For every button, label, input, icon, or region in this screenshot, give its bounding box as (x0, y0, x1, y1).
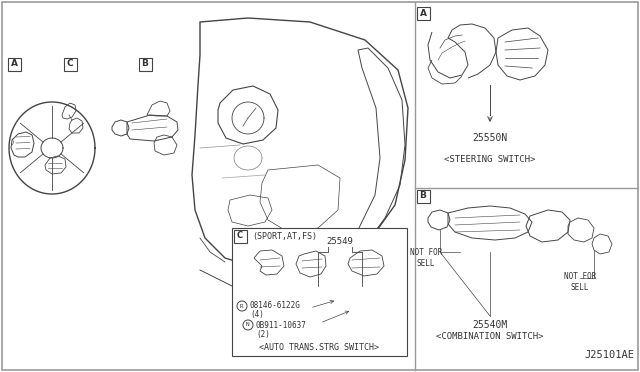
Bar (138, 58, 152, 71)
Text: (SPORT,AT,FS): (SPORT,AT,FS) (252, 231, 317, 241)
Text: A: A (10, 60, 17, 68)
Text: C: C (237, 231, 243, 241)
Text: J25101AE: J25101AE (584, 350, 634, 360)
Text: R: R (240, 304, 244, 308)
Bar (232, 228, 407, 356)
Text: B: B (141, 60, 148, 68)
Text: <AUTO TRANS.STRG SWITCH>: <AUTO TRANS.STRG SWITCH> (259, 343, 379, 352)
Bar (417, 6, 429, 19)
Text: B: B (420, 192, 426, 201)
Text: A: A (419, 9, 426, 17)
Text: C: C (67, 60, 74, 68)
Text: 0B911-10637: 0B911-10637 (256, 321, 307, 330)
Text: 25550N: 25550N (472, 133, 508, 143)
Text: 25549: 25549 (326, 237, 353, 246)
Text: <STEERING SWITCH>: <STEERING SWITCH> (444, 155, 536, 164)
Text: (4): (4) (250, 311, 264, 320)
Text: 08146-6122G: 08146-6122G (250, 301, 301, 311)
Text: 25540M: 25540M (472, 320, 508, 330)
Text: NOT FOR
SELL: NOT FOR SELL (564, 272, 596, 292)
Bar (234, 230, 246, 243)
Text: N: N (246, 323, 250, 327)
Text: <COMBINATION SWITCH>: <COMBINATION SWITCH> (436, 332, 544, 341)
Bar (417, 189, 429, 202)
Text: (2): (2) (256, 330, 270, 339)
Text: NOT FOR
SELL: NOT FOR SELL (410, 248, 442, 268)
Bar (63, 58, 77, 71)
Bar (8, 58, 20, 71)
